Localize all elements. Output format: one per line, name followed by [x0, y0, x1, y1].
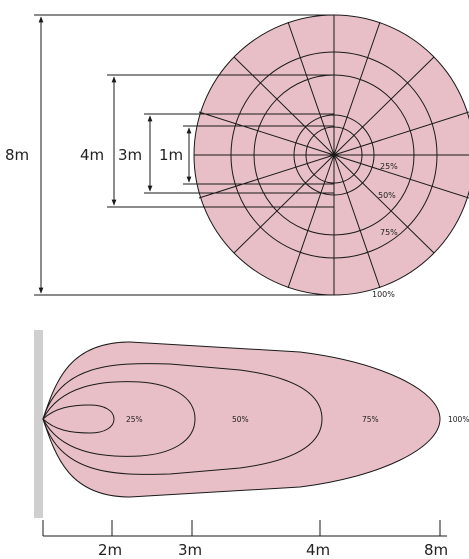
- ring-label-50: 50%: [378, 191, 396, 200]
- zone-label-75: 75%: [362, 415, 379, 424]
- ring-label-25: 25%: [380, 162, 398, 171]
- dimension-label-1m: 1m: [159, 146, 183, 164]
- extension-lines: [34, 14, 334, 296]
- ring-label-75: 75%: [380, 228, 398, 237]
- axis-label-2m: 2m: [98, 541, 122, 559]
- coverage-zone-100: [42, 341, 441, 498]
- axis-label-8m: 8m: [424, 541, 448, 559]
- top-view: 25% 50% 75% 100% 8m 4m 3m 1m: [5, 14, 469, 299]
- zone-label-50: 50%: [232, 415, 249, 424]
- coverage-zone-75: [42, 363, 323, 475]
- radial-lines: [194, 15, 469, 295]
- dimension-label-3m: 3m: [118, 146, 142, 164]
- zone-label-25: 25%: [126, 415, 143, 424]
- axis-label-3m: 3m: [178, 541, 202, 559]
- coverage-zone-50: [42, 381, 196, 457]
- wall: [34, 330, 43, 518]
- ring-label-100: 100%: [372, 290, 395, 299]
- axis-label-4m: 4m: [306, 541, 330, 559]
- zone-label-100: 100%: [448, 415, 469, 424]
- side-view: 25% 50% 75% 100% 2m 3m 4m 8m: [34, 330, 469, 559]
- coverage-zone-25: [42, 404, 115, 434]
- dimension-label-8m: 8m: [5, 146, 29, 164]
- dimension-label-4m: 4m: [80, 146, 104, 164]
